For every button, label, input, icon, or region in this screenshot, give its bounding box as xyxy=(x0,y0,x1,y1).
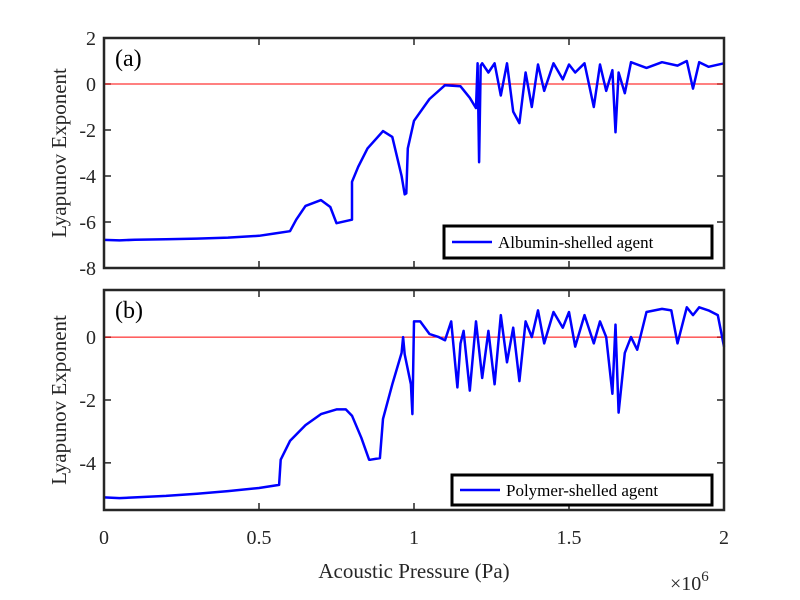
y-tick-label: -6 xyxy=(79,212,96,234)
panel-a: 2 0 -2 -4 -6 -8 (a) Lyapunov Exponent Albumin… xyxy=(47,28,726,280)
y-tick-label: -4 xyxy=(79,453,96,475)
y-tick-label: -2 xyxy=(79,390,96,412)
y-tick-label: -2 xyxy=(79,120,96,142)
y-tick-label: -4 xyxy=(79,166,96,188)
polymer-series-line xyxy=(103,306,726,500)
albumin-series-line xyxy=(103,59,725,242)
y-tick-label: 0 xyxy=(86,327,96,349)
y-tick-label: 2 xyxy=(86,28,96,50)
legend-b: Polymer-shelled agent xyxy=(450,473,714,507)
x-tick-label: 0 xyxy=(99,527,109,549)
y-tick-label: 0 xyxy=(86,74,96,96)
y-tick-label: -8 xyxy=(79,258,96,280)
panel-label-b: (b) xyxy=(115,298,143,324)
x-tick-label: 1.5 xyxy=(557,527,582,549)
x-axis-multiplier: ×106 xyxy=(670,569,709,595)
x-axis-label: Acoustic Pressure (Pa) xyxy=(318,559,509,583)
panel-b: 0 -2 -4 0 0.5 1 1.5 2 (b) Lyapunov Exponent Ac… xyxy=(47,288,729,595)
y-axis-label-b: Lyapunov Exponent xyxy=(47,315,71,485)
panel-label-a: (a) xyxy=(115,46,142,72)
legend-label-a: Albumin-shelled agent xyxy=(498,233,654,252)
x-tick-label: 1 xyxy=(409,527,419,549)
x-tick-label: 0.5 xyxy=(247,527,272,549)
legend-a: Albumin-shelled agent xyxy=(442,224,714,260)
x-tick-label: 2 xyxy=(719,527,729,549)
y-axis-label-a: Lyapunov Exponent xyxy=(47,68,71,238)
legend-label-b: Polymer-shelled agent xyxy=(506,481,658,500)
